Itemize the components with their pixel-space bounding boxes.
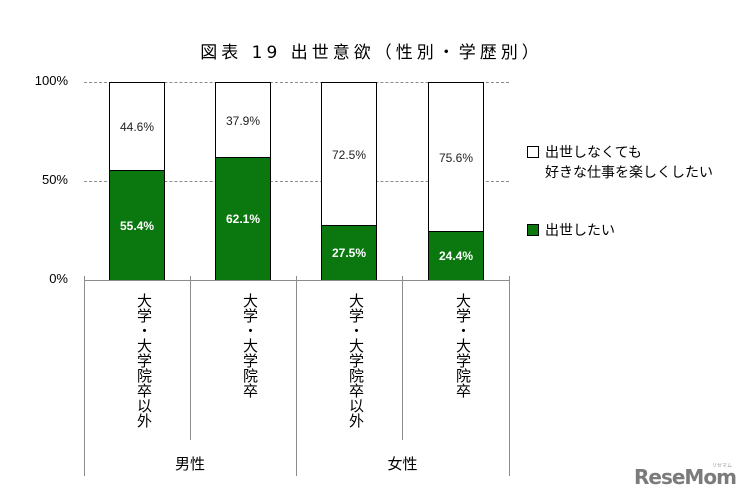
bar-segment-want-promotion: 62.1% — [216, 157, 270, 280]
y-tick-0: 0% — [49, 271, 68, 286]
chart-title: 図表 19 出世意欲（性別・学歴別） — [200, 43, 543, 63]
bar-segment-no-promotion: 72.5% — [322, 83, 376, 227]
gridline-50 — [84, 181, 509, 182]
y-tick-50: 50% — [41, 172, 68, 187]
group-label-male: 男性 — [174, 455, 205, 473]
category-label: 大学・大学院卒 — [241, 293, 259, 398]
gridline-100 — [84, 82, 509, 83]
bar-male-non-univ: 44.6% 55.4% — [109, 82, 165, 281]
category-label: 大学・大学院卒以外 — [135, 293, 153, 428]
legend-item-want-promotion: 出世したい — [527, 221, 615, 241]
divider-group — [296, 276, 297, 476]
group-label-female: 女性 — [387, 455, 418, 473]
bar-segment-want-promotion: 24.4% — [429, 231, 483, 280]
bar-segment-want-promotion: 27.5% — [322, 225, 376, 280]
divider-left — [84, 276, 85, 476]
x-axis — [84, 280, 510, 281]
legend-item-no-promotion: 出世しなくても 好きな仕事を楽しくしたい — [527, 143, 713, 183]
category-label: 大学・大学院卒以外 — [347, 293, 365, 428]
legend-swatch-white — [527, 146, 539, 158]
category-label: 大学・大学院卒 — [454, 293, 472, 398]
bar-male-univ: 37.9% 62.1% — [215, 82, 271, 281]
bar-female-non-univ: 72.5% 27.5% — [321, 82, 377, 281]
divider-minor — [402, 276, 403, 440]
bar-female-univ: 75.6% 24.4% — [428, 82, 484, 281]
legend-label: 出世したい — [545, 223, 615, 239]
bar-segment-want-promotion: 55.4% — [110, 170, 164, 280]
y-tick-100: 100% — [34, 73, 68, 88]
legend-label: 出世しなくても — [545, 145, 642, 161]
divider-right — [509, 276, 510, 476]
divider-minor — [190, 276, 191, 440]
bar-segment-no-promotion: 44.6% — [110, 83, 164, 171]
resemom-logo: ReseMom — [634, 465, 737, 489]
bar-segment-no-promotion: 75.6% — [429, 83, 483, 233]
bar-segment-no-promotion: 37.9% — [216, 83, 270, 158]
legend-swatch-green — [527, 224, 539, 236]
legend-label: 好きな仕事を楽しくしたい — [545, 165, 713, 181]
resemom-logo-sub: リセマム — [712, 463, 733, 469]
